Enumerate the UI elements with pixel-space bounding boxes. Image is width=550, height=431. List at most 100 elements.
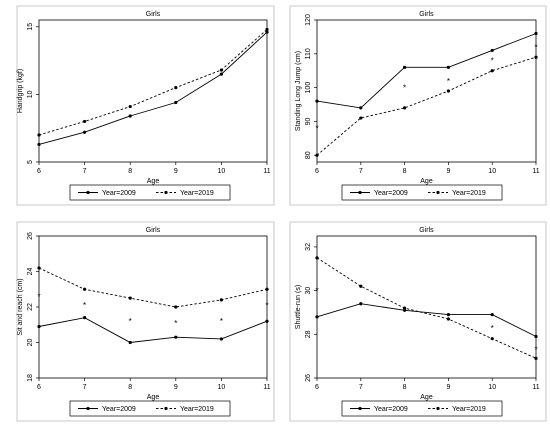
x-tick-label: 9 <box>174 384 178 391</box>
series-line-2 <box>316 257 537 359</box>
data-point <box>83 287 87 291</box>
data-point <box>219 298 223 302</box>
panel-frame <box>289 5 547 206</box>
significance-marker: * <box>220 317 223 326</box>
data-point <box>490 48 494 53</box>
y-tick-label: 32 <box>305 243 312 251</box>
x-tick-label: 8 <box>403 168 407 175</box>
y-tick-label: 15 <box>27 23 34 31</box>
legend-marker <box>86 190 90 195</box>
x-tick-label: 7 <box>359 384 363 391</box>
panel-frame <box>16 5 275 206</box>
data-point <box>128 296 132 300</box>
data-point <box>359 106 363 110</box>
legend-marker <box>86 406 90 411</box>
significance-marker: * <box>491 57 494 66</box>
data-point <box>446 65 450 69</box>
data-point <box>174 335 178 339</box>
data-point <box>534 31 538 36</box>
legend-box <box>69 400 231 417</box>
x-tick-label: 8 <box>403 384 407 391</box>
data-point <box>446 317 450 321</box>
significance-marker: * <box>315 287 318 296</box>
chart-title: Girls <box>146 11 161 18</box>
data-point <box>315 256 319 260</box>
legend-marker <box>164 190 168 195</box>
legend-label-1: Year=2009 <box>374 406 408 413</box>
series-line-1 <box>316 303 537 337</box>
x-tick-label: 10 <box>218 384 226 391</box>
y-axis-label: Handgrip (kgf) <box>17 69 24 113</box>
data-point <box>37 133 41 137</box>
data-point <box>446 89 450 93</box>
legend-label-2: Year=2019 <box>452 406 486 413</box>
plot-area <box>316 19 537 163</box>
chart-panel-2: Girls 6 7 8 9 10 11 Age 80 90 100 110 120 Standing Lo… <box>289 5 547 206</box>
x-axis-label: Age <box>420 178 433 185</box>
legend-marker <box>436 406 440 411</box>
data-point <box>128 114 132 118</box>
series-line-1 <box>38 317 268 343</box>
x-axis-label: Age <box>420 394 433 401</box>
plot-area <box>38 19 268 163</box>
y-axis-label: Standing Long Jump (cm) <box>295 51 302 131</box>
x-tick-label: 8 <box>128 384 132 391</box>
significance-marker: * <box>265 301 268 310</box>
x-tick-label: 9 <box>446 384 450 391</box>
data-point <box>265 287 269 291</box>
legend-label-1: Year=2009 <box>102 406 136 413</box>
legend-box <box>341 400 503 417</box>
legend-box <box>341 184 503 201</box>
legend-marker <box>358 406 362 411</box>
series-line-1 <box>316 33 537 109</box>
x-tick-label: 6 <box>37 168 41 175</box>
data-point <box>219 72 223 76</box>
x-tick-label: 11 <box>263 384 270 391</box>
significance-marker: * <box>447 77 450 86</box>
panel-frame <box>289 221 547 422</box>
significance-marker: * <box>315 124 318 133</box>
data-point <box>83 119 87 124</box>
significance-marker: * <box>174 319 177 328</box>
chart-title: Girls <box>419 11 434 18</box>
data-point <box>315 153 319 157</box>
data-point <box>359 284 363 288</box>
chart-panel-3: Girls 6 7 8 9 10 11 Age 18 20 22 24 26 Sit and reach … <box>16 221 275 422</box>
legend-marker <box>436 190 440 195</box>
data-point <box>219 68 223 72</box>
data-point <box>359 116 363 120</box>
y-tick-label: 90 <box>305 117 312 125</box>
y-tick-label: 30 <box>305 287 312 295</box>
significance-marker: * <box>37 292 40 301</box>
x-tick-label: 11 <box>263 168 270 175</box>
y-tick-label: 100 <box>305 82 312 94</box>
x-tick-label: 10 <box>218 168 226 175</box>
data-point <box>359 302 363 306</box>
data-point <box>83 316 87 320</box>
x-axis-label: Age <box>147 178 160 185</box>
panel-frame <box>16 221 275 422</box>
legend-marker <box>164 406 168 411</box>
legend-marker <box>358 190 362 195</box>
x-tick-label: 10 <box>488 168 496 175</box>
data-point <box>83 130 87 134</box>
y-tick-label: 26 <box>27 232 34 240</box>
data-point <box>174 86 178 90</box>
y-tick-label: 18 <box>27 374 34 382</box>
chart-title: Girls <box>146 227 161 234</box>
x-axis-label: Age <box>147 394 160 401</box>
significance-marker: * <box>83 301 86 310</box>
x-tick-label: 6 <box>37 384 41 391</box>
x-tick-label: 9 <box>446 168 450 175</box>
significance-marker: * <box>534 346 537 355</box>
chart-panel-1: Girls 6 7 8 9 10 11 Age 5 10 15 Handgrip (kgf) Year=… <box>16 5 275 206</box>
data-point <box>534 55 538 59</box>
data-point <box>265 30 269 34</box>
y-tick-label: 10 <box>27 90 34 98</box>
legend-label-2: Year=2019 <box>452 190 486 197</box>
data-point <box>446 313 450 317</box>
significance-marker: * <box>534 43 537 52</box>
data-point <box>315 315 319 319</box>
data-point <box>128 340 132 345</box>
data-point <box>403 65 407 69</box>
